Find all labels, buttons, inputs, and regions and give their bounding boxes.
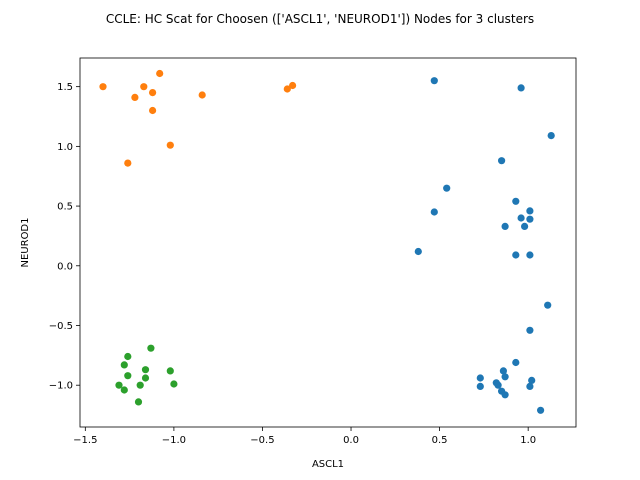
chart-title: CCLE: HC Scat for Choosen (['ASCL1', 'NE… [106,12,534,26]
point-cluster-2-11 [124,159,132,167]
point-cluster-1-2 [517,84,525,92]
point-cluster-2-6 [198,91,206,99]
point-cluster-1-29 [537,406,545,414]
point-cluster-2-3 [140,83,148,91]
point-cluster-3-4 [141,366,150,374]
point-cluster-2-4 [131,93,139,101]
point-cluster-2-5 [149,89,157,97]
point-cluster-1-8 [526,207,534,215]
point-cluster-1-22 [528,376,536,384]
point-cluster-3-7 [141,374,150,382]
x-axis: −1.5 −1.0 −0.5 0.0 0.5 1.0 [73,427,536,446]
point-cluster-1-3 [547,132,555,140]
point-cluster-1-18 [512,358,520,367]
point-cluster-2-7 [283,85,291,93]
x-tick-label: −1.5 [73,435,97,446]
point-cluster-3-6 [124,372,132,380]
y-tick-label: 1.5 [57,82,73,93]
point-cluster-1-24 [494,381,502,389]
y-tick-label: −0.5 [49,321,73,332]
plot-frame [79,57,577,428]
y-tick-label: 0.0 [57,261,73,272]
point-cluster-1-5 [443,184,451,192]
x-tick-label: −0.5 [250,435,274,446]
point-cluster-1-9 [517,214,525,222]
point-cluster-2-2 [156,69,164,78]
x-tick-label: 1.0 [520,435,536,446]
point-cluster-1-19 [499,367,507,375]
point-cluster-1-26 [526,382,534,390]
point-cluster-1-12 [501,222,509,230]
y-tick-label: 0.5 [57,202,73,213]
x-tick-label: −1.0 [162,435,186,446]
point-cluster-2-1 [99,83,107,91]
point-cluster-3-11 [120,386,128,394]
point-cluster-3-5 [166,367,174,375]
x-tick-label: 0.0 [343,435,359,446]
point-cluster-3-1 [147,344,155,352]
y-tick-label: 1.0 [57,142,73,153]
point-cluster-1-20 [476,374,484,382]
point-cluster-1-17 [526,326,534,334]
point-cluster-3-8 [170,380,178,388]
point-cluster-3-10 [136,381,144,389]
point-cluster-2-8 [289,81,297,90]
point-cluster-1-14 [512,251,520,259]
point-cluster-1-4 [498,157,506,165]
point-cluster-1-21 [501,373,509,381]
point-cluster-1-13 [414,247,422,256]
point-cluster-3-12 [134,398,143,406]
point-cluster-1-25 [476,382,484,390]
point-cluster-3-3 [120,361,128,369]
x-axis-label: ASCL1 [312,459,344,470]
point-cluster-1-1 [430,77,438,85]
x-tick-label: 0.5 [432,435,448,446]
point-cluster-1-16 [544,301,552,309]
y-tick-label: −1.0 [49,381,73,392]
point-cluster-1-10 [526,215,534,223]
data-points [99,69,555,414]
point-cluster-3-2 [124,352,132,361]
point-cluster-1-15 [526,251,534,259]
y-axis: −1.0 −0.5 0.0 0.5 1.0 1.5 [49,82,80,392]
y-axis-label: NEUROD1 [20,218,31,268]
point-cluster-1-7 [430,208,438,216]
point-cluster-3-9 [115,381,123,389]
point-cluster-1-11 [521,222,529,230]
point-cluster-1-28 [501,391,509,399]
point-cluster-2-9 [149,106,157,115]
plot-area [80,58,576,427]
point-cluster-2-10 [166,141,174,149]
point-cluster-1-6 [512,197,520,205]
